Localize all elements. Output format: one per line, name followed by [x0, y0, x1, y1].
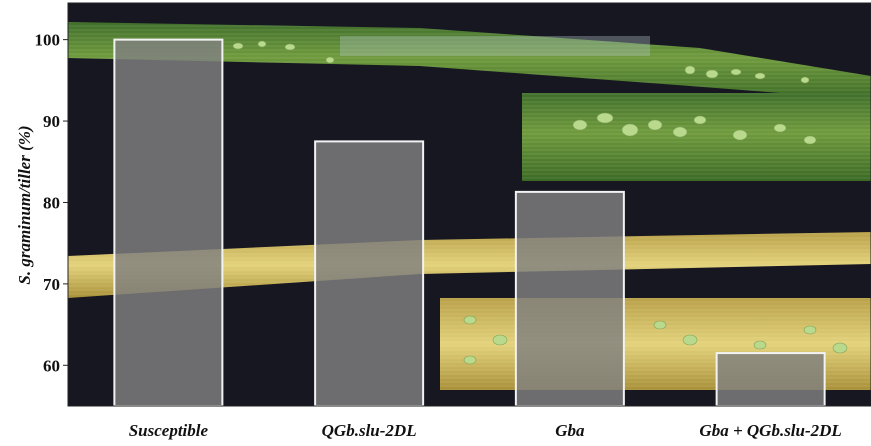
y-axis: 60 70 80 90 100 — [35, 31, 68, 375]
x-tick-label-3: Gba + QGb.slu-2DL — [699, 421, 841, 440]
x-tick-label-1: QGb.slu-2DL — [322, 421, 417, 440]
y-tick-label-3: 90 — [43, 112, 60, 131]
y-axis-title: S. graminum/tiller (%) — [15, 125, 34, 284]
y-tick-label-0: 60 — [43, 356, 60, 375]
bar-3 — [715, 352, 826, 408]
plot-frame — [67, 2, 871, 407]
aphids — [232, 40, 848, 365]
x-axis: Susceptible QGb.slu-2DL Gba Gba + QGb.slu-2… — [129, 421, 842, 440]
y-tick-label-1: 70 — [43, 275, 60, 294]
x-tick-label-2: Gba — [555, 421, 585, 440]
y-tick-label-4: 100 — [35, 31, 61, 50]
bar-0 — [113, 38, 224, 408]
leaf-photo-background — [68, 22, 871, 390]
tape-strip — [340, 36, 650, 56]
bar-2 — [514, 190, 625, 407]
bars-layer — [113, 38, 826, 408]
y-tick-label-2: 80 — [43, 193, 60, 212]
x-tick-label-0: Susceptible — [129, 421, 209, 440]
bar-1 — [314, 140, 425, 407]
